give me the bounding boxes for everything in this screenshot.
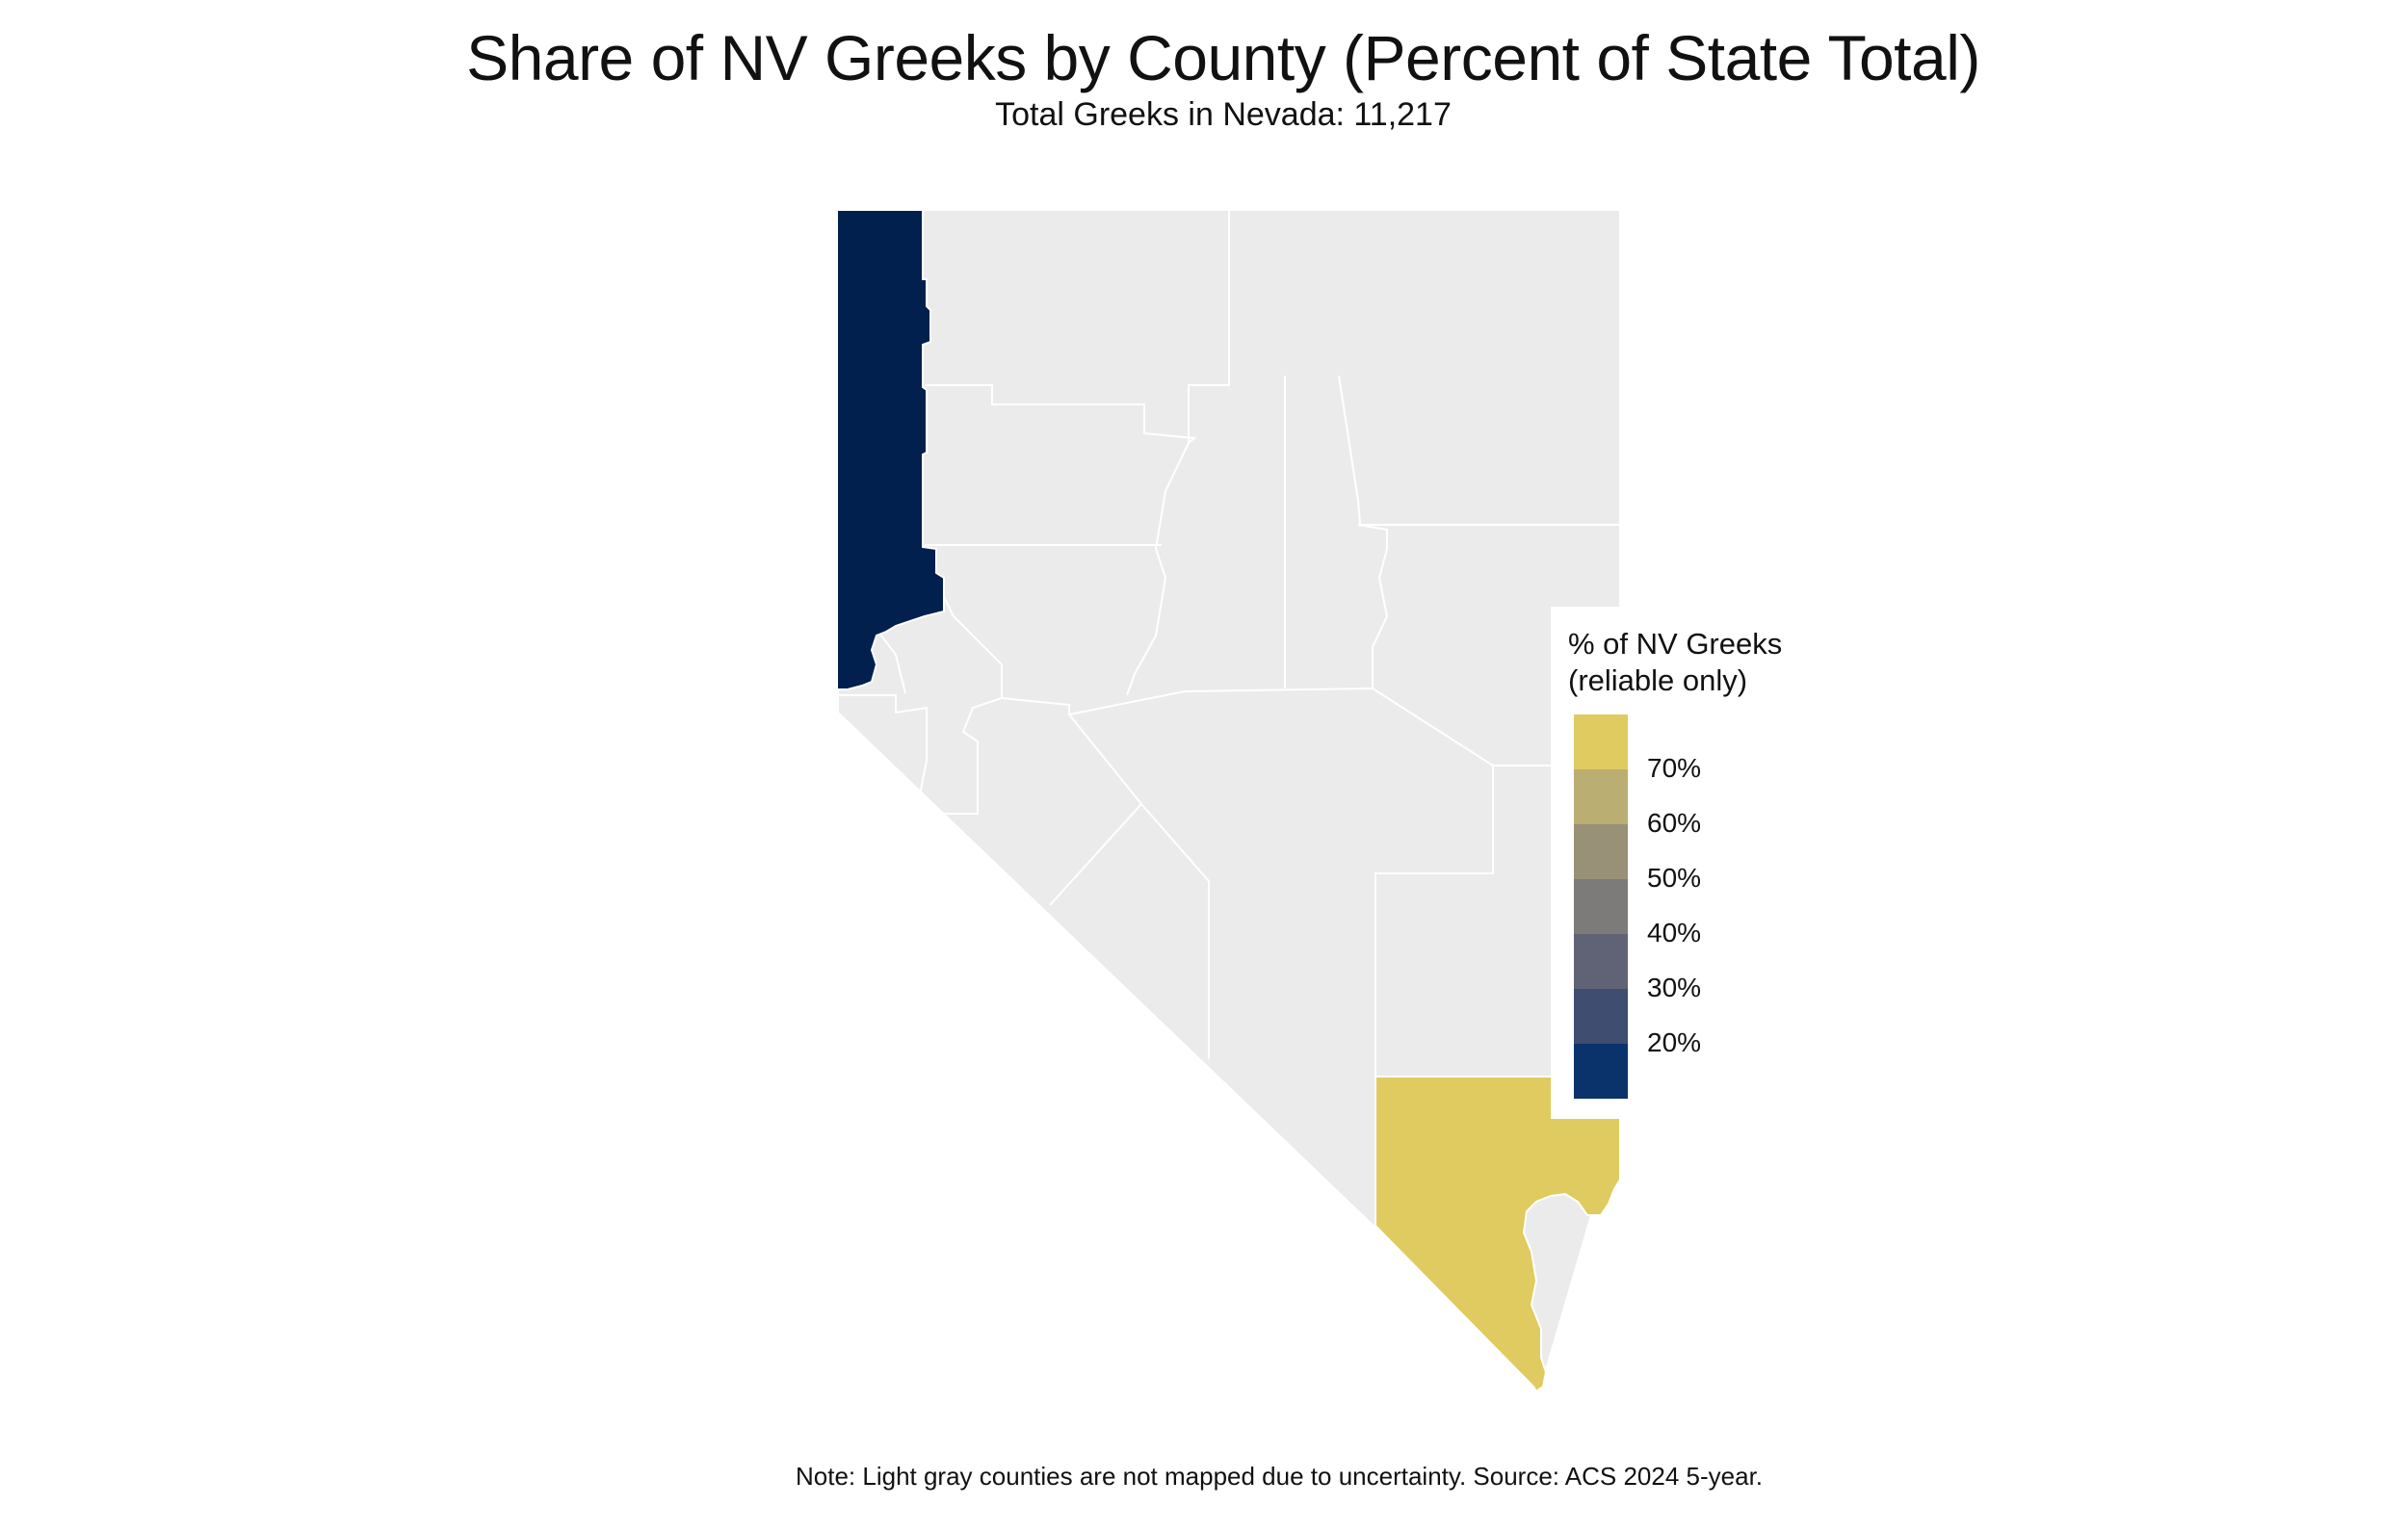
map-title: Share of NV Greeks by County (Percent of… — [466, 22, 1980, 93]
legend-color-bar — [1574, 714, 1628, 1099]
legend-tick-label: 40% — [1647, 918, 1702, 948]
source-note: Note: Light gray counties are not mapped… — [796, 1462, 1764, 1491]
washoe-county[interactable] — [836, 209, 945, 690]
map-subtitle: Total Greeks in Nevada: 11,217 — [995, 96, 1452, 133]
legend-title-line1: % of NV Greeks — [1568, 627, 1783, 661]
legend-tick-label: 30% — [1647, 973, 1702, 1002]
legend-swatch — [1574, 1044, 1628, 1099]
legend-swatch — [1574, 824, 1628, 879]
legend-tick-label: 60% — [1647, 808, 1702, 838]
legend-tick-label: 70% — [1647, 753, 1702, 783]
legend-swatch — [1574, 879, 1628, 934]
legend-swatch — [1574, 989, 1628, 1044]
legend-title: % of NV Greeks (reliable only) — [1568, 626, 1782, 699]
legend-swatch — [1574, 714, 1628, 769]
legend-title-line2: (reliable only) — [1568, 663, 1748, 697]
county-boundaries — [838, 210, 1620, 1194]
legend-tick-label: 20% — [1647, 1027, 1702, 1057]
clark-county[interactable] — [1374, 1076, 1621, 1393]
map-legend: % of NV Greeks (reliable only) 70% 60% 50%… — [1551, 607, 1782, 1119]
legend-tick-label: 50% — [1647, 863, 1702, 893]
legend-swatch — [1574, 934, 1628, 989]
legend-swatch — [1574, 769, 1628, 824]
